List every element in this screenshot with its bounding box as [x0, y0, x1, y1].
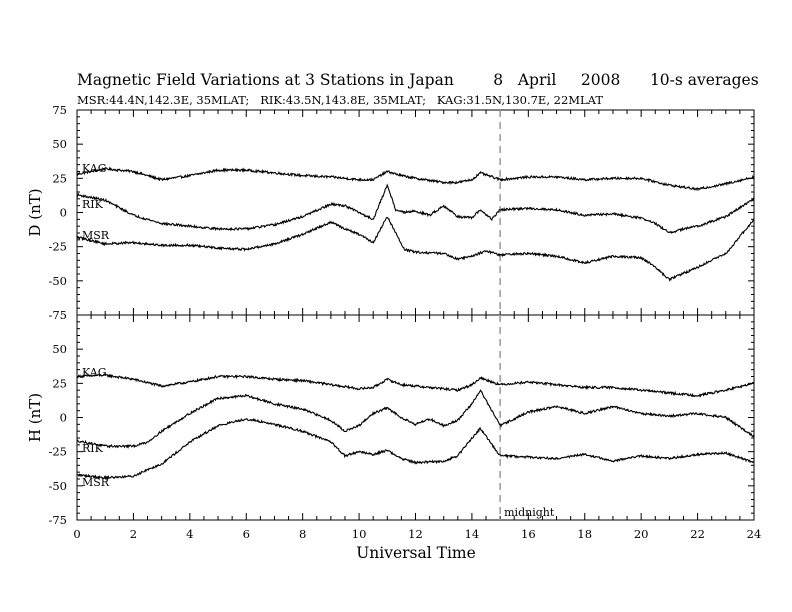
x-tick-label: 8 [299, 527, 306, 541]
y-tick-label: 0 [60, 411, 67, 425]
y-tick-label: 50 [52, 342, 67, 356]
series-line-kag [76, 373, 755, 398]
series-line-rik [77, 389, 755, 449]
series-line-kag [76, 166, 755, 192]
y-tick-label: 75 [52, 103, 67, 117]
y-tick-label: 0 [60, 206, 67, 220]
y-tick-label: -50 [48, 274, 67, 288]
series-label-msr: MSR [82, 229, 110, 242]
y-tick-label: -25 [48, 240, 67, 254]
series-line-rik [76, 183, 755, 234]
x-tick-label: 2 [130, 527, 137, 541]
series-label-rik: RIK [82, 442, 104, 455]
y-axis-label: H (nT) [26, 393, 44, 442]
y-tick-label: 50 [52, 137, 67, 151]
x-tick-label: 0 [73, 527, 80, 541]
series-line-msr [76, 417, 755, 481]
x-tick-label: 18 [577, 527, 592, 541]
x-tick-label: 22 [690, 527, 705, 541]
y-tick-label: -50 [48, 479, 67, 493]
panel-d: 75 50 25 0 -25 -50 -75 D (nT) KAG RIK MSR [26, 103, 755, 322]
chart-title: Magnetic Field Variations at 3 Stations … [77, 71, 759, 89]
x-tick-label: 24 [747, 527, 762, 541]
y-axis-label: D (nT) [26, 188, 44, 236]
y-tick-label: 25 [52, 376, 67, 390]
plot-frame [76, 314, 755, 521]
y-tick-label: -25 [48, 445, 67, 459]
midnight-label: midnight [504, 506, 555, 519]
y-tick-label: 25 [52, 171, 67, 185]
series-line-msr [76, 216, 755, 282]
series-label-rik: RIK [82, 198, 104, 211]
series-label-msr: MSR [82, 476, 110, 489]
y-tick-label: -75 [48, 308, 67, 322]
x-axis-label: Universal Time [356, 544, 476, 562]
x-tick-label: 20 [634, 527, 649, 541]
x-tick-label: 14 [465, 527, 480, 541]
chart-subtitle: MSR:44.4N,142.3E, 35MLAT; RIK:43.5N,143.… [77, 93, 604, 107]
x-tick-label: 6 [243, 527, 250, 541]
x-tick-label: 10 [352, 527, 367, 541]
y-tick-label: -75 [48, 513, 67, 527]
x-tick-label: 12 [408, 527, 423, 541]
x-tick-label: 16 [521, 527, 536, 541]
series-label-kag: KAG [82, 162, 107, 175]
x-tick-label: 4 [186, 527, 193, 541]
plot-frame [76, 109, 755, 316]
series-label-kag: KAG [82, 366, 107, 379]
